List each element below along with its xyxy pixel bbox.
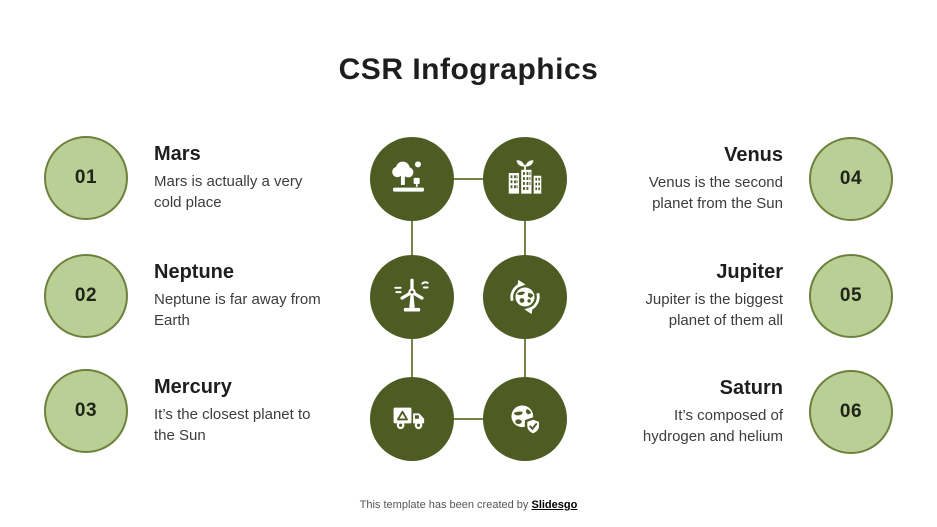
item-number: 06 <box>839 401 863 422</box>
item-number: 04 <box>839 168 863 189</box>
node-recycle-globe <box>483 255 567 339</box>
number-circle-04: 04 <box>809 137 893 221</box>
green-city-icon <box>508 160 542 194</box>
item-saturn: 06 Saturn It’s composed of hydrogen and … <box>611 370 893 454</box>
item-title: Venus <box>724 144 783 166</box>
item-number: 01 <box>74 167 98 188</box>
number-circle-06: 06 <box>809 370 893 454</box>
connector-bottom-horizontal <box>412 418 525 420</box>
item-title: Jupiter <box>716 261 783 283</box>
connector-top-horizontal <box>412 178 525 180</box>
number-circle-01: 01 <box>44 136 128 220</box>
recycle-globe-icon <box>510 279 540 315</box>
number-circle-05: 05 <box>809 254 893 338</box>
item-mars: 01 Mars Mars is actually a very cold pla… <box>44 136 332 220</box>
number-circle-03: 03 <box>44 369 128 453</box>
park-tree-icon <box>392 161 424 192</box>
recycling-truck-icon <box>393 407 425 430</box>
node-city <box>483 137 567 221</box>
item-title: Mars <box>154 143 201 165</box>
item-title: Saturn <box>719 377 783 399</box>
slidesgo-link[interactable]: Slidesgo <box>531 499 578 511</box>
item-description: Neptune is far away from Earth <box>154 291 321 329</box>
item-number: 03 <box>74 400 98 421</box>
item-description: It’s composed of hydrogen and helium <box>642 407 783 445</box>
item-number: 05 <box>839 285 863 306</box>
footer-text: This template has been created by <box>359 499 532 511</box>
item-description: Mars is actually a very cold place <box>154 173 303 211</box>
node-globe-shield <box>483 377 567 461</box>
node-park <box>370 137 454 221</box>
globe-shield-icon <box>511 405 542 436</box>
item-venus: 04 Venus Venus is the second planet from… <box>611 137 893 221</box>
item-number: 02 <box>74 285 98 306</box>
node-recycling-truck <box>370 377 454 461</box>
number-circle-02: 02 <box>44 254 128 338</box>
node-wind-turbine <box>370 255 454 339</box>
item-title: Neptune <box>154 261 234 283</box>
item-description: Venus is the second planet from the Sun <box>648 174 783 212</box>
item-title: Mercury <box>154 376 232 398</box>
footer: This template has been created by Slides… <box>0 499 937 511</box>
item-description: Jupiter is the biggest planet of them al… <box>645 291 783 329</box>
item-description: It’s the closest planet to the Sun <box>154 406 311 444</box>
item-neptune: 02 Neptune Neptune is far away from Eart… <box>44 254 332 338</box>
page-title: CSR Infographics <box>338 53 599 86</box>
item-mercury: 03 Mercury It’s the closest planet to th… <box>44 369 332 453</box>
item-jupiter: 05 Jupiter Jupiter is the biggest planet… <box>611 254 893 338</box>
wind-turbine-icon <box>394 278 429 312</box>
